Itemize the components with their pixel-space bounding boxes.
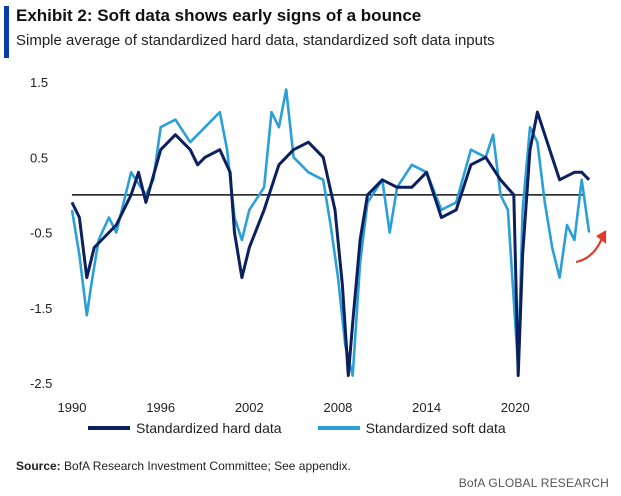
source-text: BofA Research Investment Committee; See … [60, 459, 351, 473]
x-tick-label: 1990 [58, 400, 87, 415]
series-line-hard [70, 110, 591, 377]
y-tick-label: -1.5 [30, 301, 52, 316]
legend-label-soft: Standardized soft data [365, 420, 506, 436]
source-note: Source: BofA Research Investment Committ… [16, 459, 351, 473]
x-tick-label: 2020 [501, 400, 530, 415]
y-tick-label: -0.5 [30, 226, 52, 241]
title-accent-bar [4, 6, 9, 58]
legend-swatch-hard [88, 426, 130, 430]
legend-item-hard: Standardized hard data [88, 420, 282, 436]
series-line-soft [70, 88, 591, 377]
chart-legend: Standardized hard data Standardized soft… [88, 420, 542, 436]
x-tick-label: 1996 [146, 400, 175, 415]
bounce-arrow-head [596, 230, 607, 245]
y-tick-label: 1.5 [30, 75, 48, 90]
bounce-arrow [575, 237, 604, 264]
source-label: Source: [16, 459, 61, 473]
y-tick-label: 0.5 [30, 150, 48, 165]
legend-swatch-soft [317, 426, 360, 430]
brand-label: BofA GLOBAL RESEARCH [458, 476, 609, 490]
x-tick-label: 2008 [323, 400, 352, 415]
chart-title: Exhibit 2: Soft data shows early signs o… [16, 6, 422, 25]
x-tick-label: 2014 [412, 400, 441, 415]
chart-subtitle: Simple average of standardized hard data… [16, 32, 495, 49]
legend-label-hard: Standardized hard data [136, 420, 282, 436]
y-tick-label: -2.5 [30, 376, 52, 391]
legend-item-soft: Standardized soft data [317, 420, 506, 436]
x-tick-label: 2002 [235, 400, 264, 415]
